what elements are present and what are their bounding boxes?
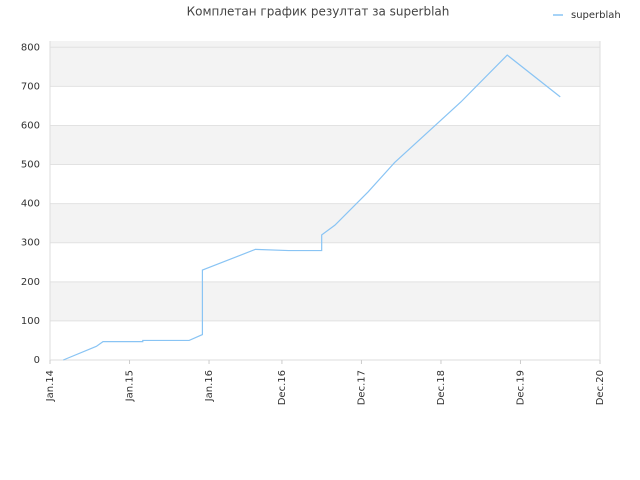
x-tick-label: Dec.16 — [277, 370, 288, 405]
y-tick-label: 400 — [21, 199, 40, 210]
x-tick-label: Jan.16 — [204, 370, 215, 402]
grid-band — [50, 164, 600, 204]
x-tick-label: Dec.18 — [436, 370, 447, 405]
grid-band — [50, 320, 600, 360]
grid-band — [50, 242, 600, 282]
y-tick-label: 700 — [21, 81, 40, 92]
data-line — [63, 54, 561, 361]
chart-title: Комплетан график резултат за superblah — [187, 5, 450, 19]
y-tick-label: 500 — [21, 160, 40, 171]
x-tick-label: Dec.17 — [356, 370, 367, 405]
y-tick-label: 100 — [21, 316, 40, 327]
y-tick-label: 200 — [21, 277, 40, 288]
grid-band — [50, 86, 600, 126]
y-tick-label: 300 — [21, 238, 40, 249]
x-tick-label: Dec.20 — [595, 370, 606, 405]
legend-label: superblah — [571, 10, 621, 21]
y-tick-label: 600 — [21, 120, 40, 131]
y-tick-label: 800 — [21, 42, 40, 53]
y-tick-label: 0 — [34, 355, 40, 366]
x-tick-label: Jan.14 — [45, 370, 56, 402]
x-tick-label: Jan.15 — [125, 370, 136, 402]
x-tick-label: Dec.19 — [515, 370, 526, 405]
